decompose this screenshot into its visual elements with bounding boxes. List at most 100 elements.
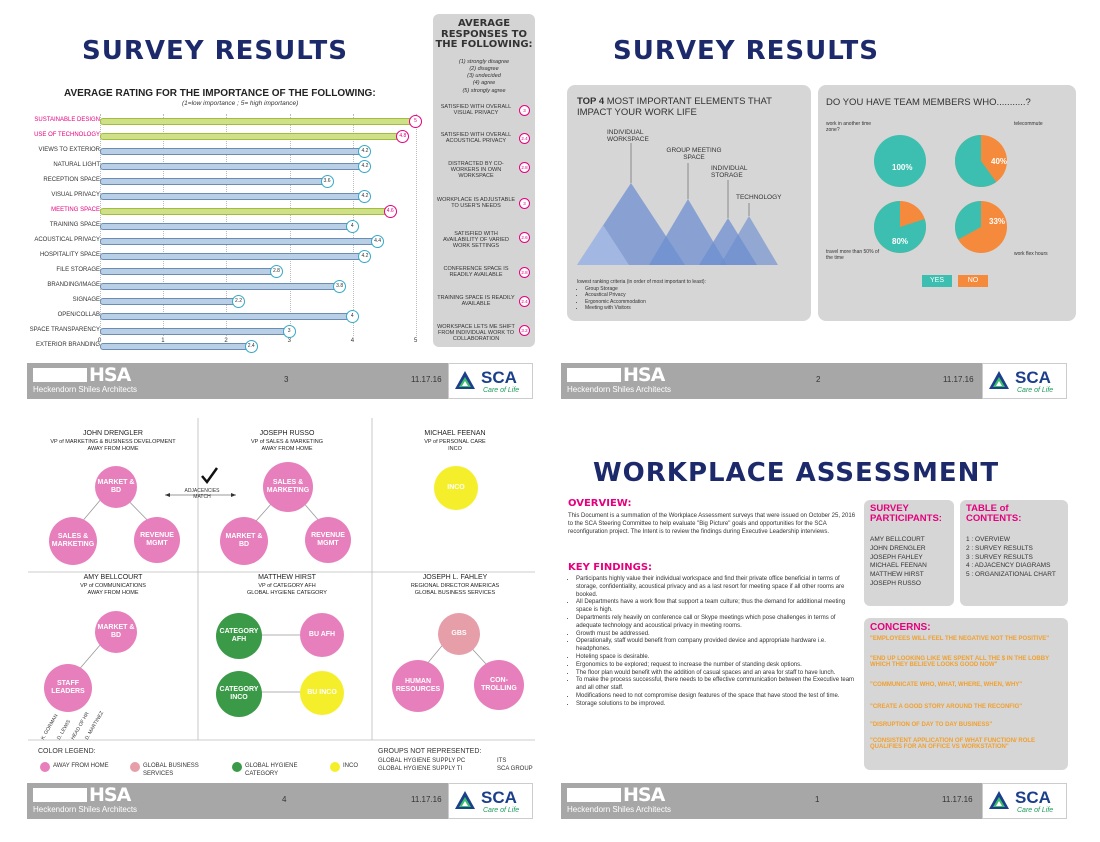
node-sales-marketing: SALES & MARKETING	[49, 517, 97, 565]
pie-label: work flex hours	[1014, 251, 1048, 257]
person-header: JOHN DRENGLER VP of MARKETING & BUSINESS …	[28, 430, 198, 453]
toc-panel: TABLE of CONTENTS: 1 : OVERVIEW 2 : SURVE…	[960, 500, 1068, 606]
data-label: 4	[345, 220, 359, 233]
pie-chart	[955, 200, 1007, 253]
node-sales-marketing: SALES & MARKETING	[263, 462, 313, 512]
data-label: 2.2	[232, 295, 246, 308]
pie-label: work in another time zone?	[826, 121, 872, 133]
finding: Storage solutions to be improved.	[576, 701, 860, 709]
person-role: VP of PERSONAL CARE	[424, 438, 486, 445]
pie-chart	[874, 135, 926, 187]
data-label: 4.6	[383, 205, 397, 218]
person-name: AMY BELLCOURT	[83, 574, 143, 581]
person-header: MICHAEL FEENAN VP of PERSONAL CARE INCO	[375, 430, 535, 453]
group-item: SCA GROUP	[497, 766, 533, 772]
hsa-logo: HSA Heckendorn Shiles Architects	[33, 364, 138, 394]
scale-item: (5) strongly agree	[462, 87, 506, 94]
category-label: RECEPTION SPACE	[43, 177, 100, 183]
page-number: 3	[284, 375, 289, 384]
bar	[100, 178, 328, 185]
legend-swatch	[130, 762, 140, 772]
bar	[100, 118, 416, 125]
category-label: TRAINING SPACE	[49, 222, 100, 228]
person-header: JOSEPH RUSSO VP of SALES & MARKETING AWAY …	[202, 430, 372, 453]
participant: AMY BELLCOURT	[870, 536, 925, 543]
category-label: EXTERIOR BRANDING	[35, 342, 100, 348]
bar	[100, 163, 366, 170]
chart-subtitle: (1=low importance ; 5= high importance)	[182, 100, 299, 107]
hsa-logo: HSA Heckendorn Shiles Architects	[567, 784, 672, 814]
bar	[100, 133, 404, 140]
category-label: HOSPITALITY SPACE	[39, 252, 100, 258]
bar	[100, 148, 366, 155]
lowest-item: Acoustical Privacy	[585, 292, 646, 298]
pie-percent: 33%	[989, 217, 1006, 226]
finding: Operationally, staff would benefit from …	[576, 638, 860, 654]
avg-item-value: 3	[519, 198, 530, 209]
finding: Ergonomics to be explored; request to in…	[576, 662, 860, 670]
node-revenue-mgmt: REVENUE MGMT	[305, 517, 351, 563]
group-item: ITS	[497, 758, 507, 764]
lowest-item: Ergonomic Accommodation	[585, 299, 646, 305]
finding: Modifications need to not compromise des…	[576, 693, 860, 701]
sca-logo-icon	[455, 371, 475, 389]
avg-item-text: SATISFIED WITH AVAILABILITY OF VARIED WO…	[443, 231, 509, 249]
person-role: VP of SALES & MARKETING	[250, 438, 324, 445]
sca-logo-icon	[989, 791, 1009, 809]
pie-chart	[954, 135, 1007, 188]
lowest-item: Meeting with Visitors	[585, 305, 646, 311]
sca-logo-icon	[989, 371, 1009, 389]
node-bu-inco: BU INCO	[300, 671, 344, 715]
sca-logo: SCA Care of Life	[982, 783, 1067, 819]
data-label: 4.2	[358, 250, 372, 263]
pie-slice-yes	[955, 200, 981, 240]
data-label: 3.8	[333, 280, 347, 293]
footer: HSA Heckendorn Shiles Architects 1 11.17.…	[561, 783, 1067, 819]
x-tick-label: 2	[224, 338, 228, 344]
bar	[100, 313, 353, 320]
pie-percent: 100%	[892, 163, 913, 172]
page-title: WORKPLACE ASSESSMENT	[593, 458, 1000, 488]
person-name: JOHN DRENGLER	[83, 430, 143, 437]
bar	[100, 343, 252, 350]
finding: All Departments have a work flow that su…	[576, 599, 860, 615]
node-market-bd: MARKET & BD	[220, 517, 268, 565]
scale-item: (1) strongly disagree	[458, 59, 510, 65]
person-role: VP of MARKETING & BUSINESS DEVELOPMENT	[50, 438, 176, 445]
data-label: 4.8	[396, 130, 410, 143]
participant: JOHN DRENGLER	[870, 544, 926, 552]
toc-item: 2 : SURVEY RESULTS	[966, 544, 1033, 552]
person-group: INCO	[448, 445, 462, 452]
node-human-resources: HUMAN RESOURCES	[392, 660, 444, 712]
person-name: JOSEPH L. FAHLEY	[422, 574, 488, 581]
category-label: ACOUSTICAL PRIVACY	[34, 237, 100, 243]
category-label: SPACE TRANSPARENCY	[29, 327, 100, 333]
person-header: MATTHEW HIRST VP of CATEGORY AFH GLOBAL HY…	[202, 574, 372, 597]
person-name: JOSEPH RUSSO	[259, 430, 315, 437]
avg-item-value: 3	[519, 105, 530, 116]
node-revenue-mgmt: REVENUE MGMT	[134, 517, 180, 563]
x-tick-label: 3	[287, 338, 291, 344]
avg-item-text: CONFERENCE SPACE IS READILY AVAILABLE	[443, 266, 509, 278]
category-label: OPEN/COLLAB	[57, 312, 100, 318]
pie-chart	[874, 201, 926, 253]
category-label: MEETING SPACE	[51, 207, 100, 213]
toc-heading: TABLE of CONTENTS:	[966, 503, 1022, 524]
concern: "END UP LOOKING LIKE WE SPENT ALL THE $ …	[870, 656, 1049, 668]
avg-item-value: 2.6	[519, 232, 530, 243]
bar	[100, 253, 366, 260]
x-tick-label: 5	[414, 338, 418, 344]
category-label: SUSTAINABLE DESIGN	[34, 117, 100, 123]
legend-no: NO	[958, 275, 988, 287]
concern: "CREATE A GOOD STORY AROUND THE RECONFIG…	[870, 704, 1023, 710]
top4-peaks-diagram	[577, 143, 778, 265]
person-name: MICHAEL FEENAN	[424, 430, 486, 437]
pie-label: telecommute	[1014, 121, 1043, 127]
page-title: SURVEY RESULTS	[613, 36, 879, 66]
x-tick-label: 4	[350, 338, 355, 344]
sca-logo: SCA Care of Life	[448, 783, 533, 819]
finding: Hoteling space is desirable.	[576, 654, 860, 662]
toc-item: 5 : ORGANIZATIONAL CHART	[966, 571, 1056, 579]
finding: To make the process successful, there ne…	[576, 677, 860, 693]
lowest-ranking-list: Group StorageAcoustical PrivacyErgonomic…	[585, 286, 646, 311]
